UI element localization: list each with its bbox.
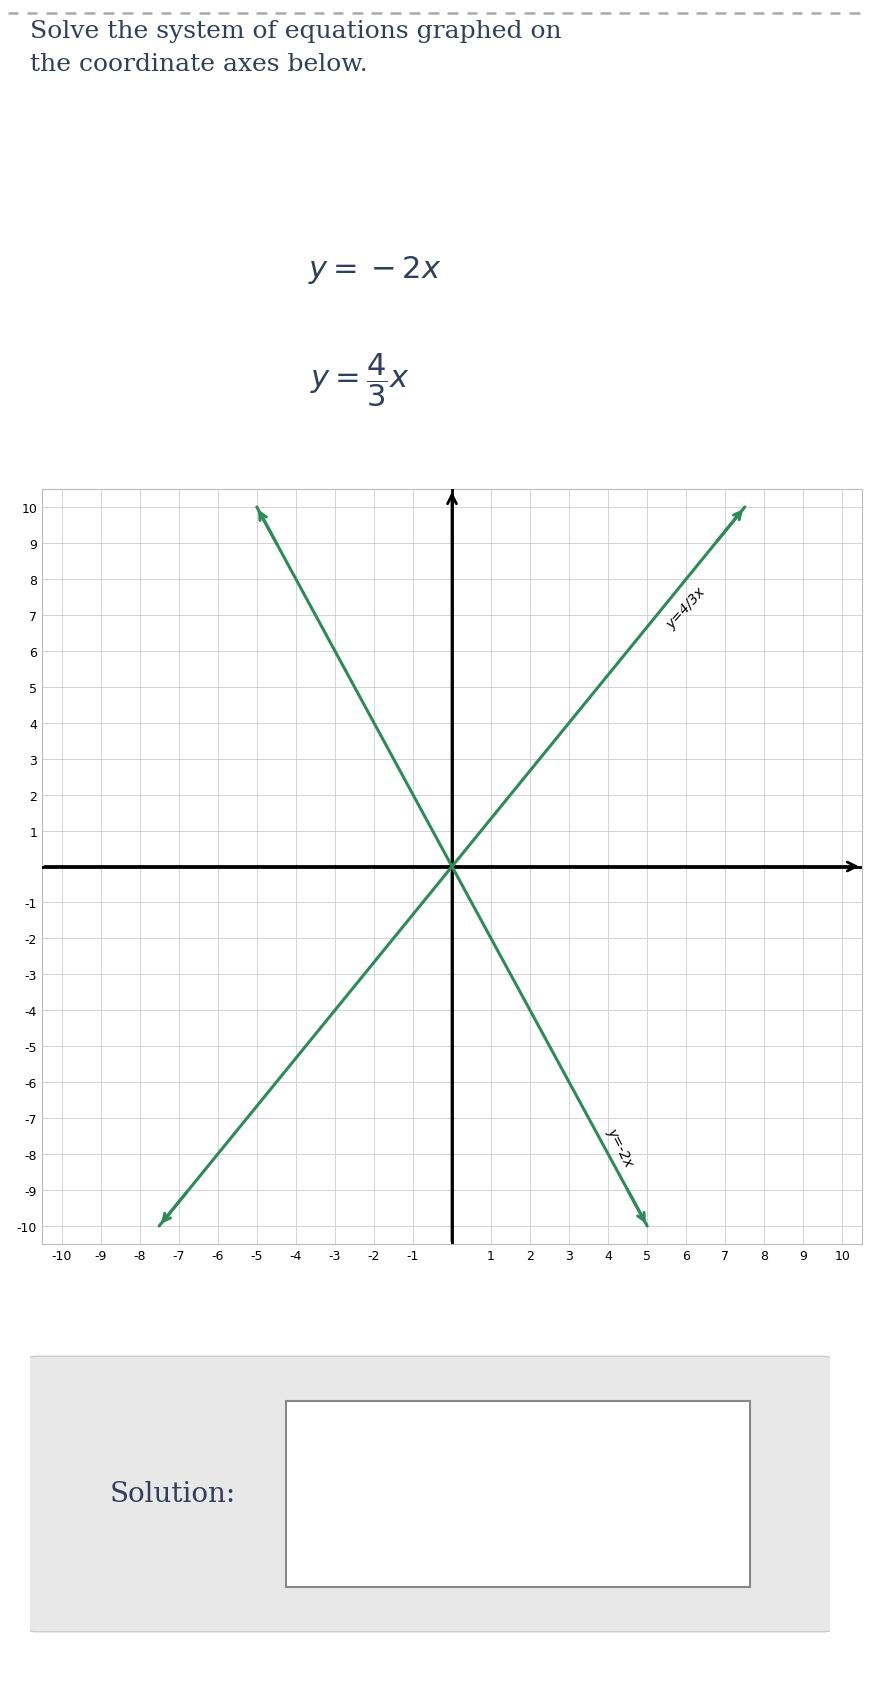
Text: y=-2x: y=-2x [604, 1125, 636, 1169]
Text: y=4/3x: y=4/3x [664, 584, 708, 632]
Text: Solution:: Solution: [110, 1481, 236, 1508]
FancyBboxPatch shape [26, 1356, 834, 1632]
Text: Solve the system of equations graphed on
the coordinate axes below.: Solve the system of equations graphed on… [30, 20, 561, 76]
Text: $y = -2x$: $y = -2x$ [308, 253, 441, 285]
Bar [286, 1402, 750, 1588]
Text: $y = \dfrac{4}{3}x$: $y = \dfrac{4}{3}x$ [310, 351, 410, 409]
